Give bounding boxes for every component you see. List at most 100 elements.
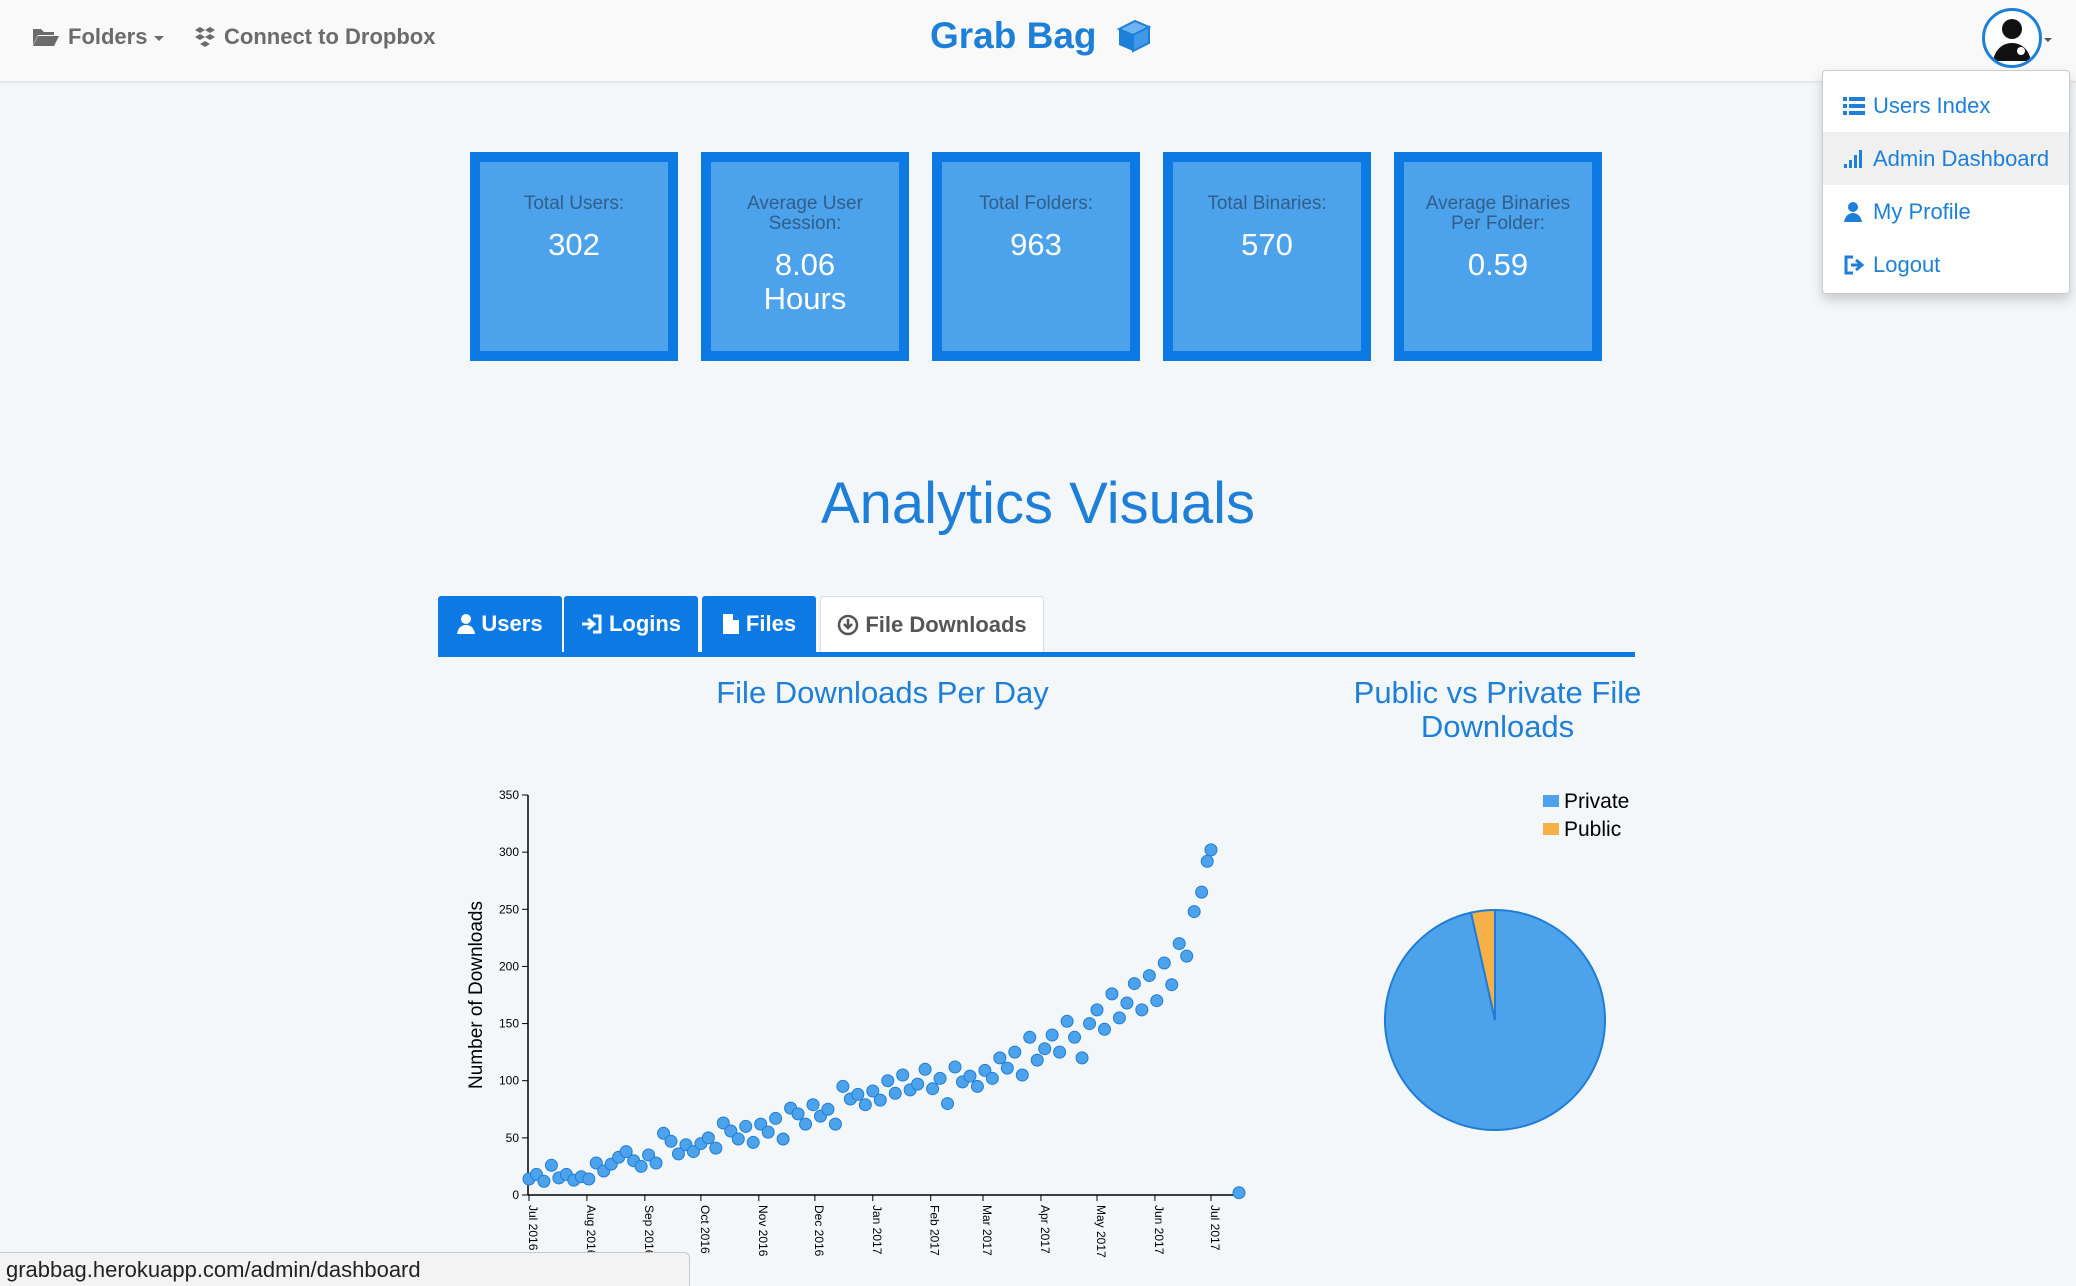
caret-down-icon [2044,38,2052,42]
menu-item-users-index[interactable]: Users Index [1823,79,2069,132]
data-point [948,1060,962,1074]
data-point [799,1117,813,1131]
pie-slice-public [1469,908,1496,1021]
data-point [918,1062,932,1076]
stat-value: 302 [548,227,600,262]
y-tick-label: 300 [499,845,519,859]
data-point [1157,956,1171,970]
folders-label: Folders [68,24,148,49]
data-point [985,1071,999,1085]
stat-total-binaries: Total Binaries: 570 [1163,152,1371,361]
data-point [664,1134,678,1148]
brand-logo[interactable]: Grab Bag [930,14,1153,58]
folders-menu-button[interactable]: Folders [32,20,165,54]
data-point [619,1145,633,1159]
menu-item-logout[interactable]: Logout [1823,238,2069,291]
top-navbar: Folders Connect to Dropbox Grab Bag [0,0,2076,82]
tab-users[interactable]: Users [438,596,562,652]
data-point [1030,1053,1044,1067]
tab-label: Logins [608,611,682,636]
data-point [731,1132,745,1146]
data-point [1165,978,1179,992]
data-point [1180,949,1194,963]
x-tick-label: Jul 2016 [526,1205,540,1251]
data-point [724,1124,738,1138]
legend-swatch [1543,823,1559,835]
menu-item-my-profile[interactable]: My Profile [1823,185,2069,238]
data-point [1105,987,1119,1001]
data-point [709,1141,723,1155]
data-point [701,1131,715,1145]
data-point [858,1098,872,1112]
y-tick-label: 350 [499,788,519,802]
stat-label: Total Users: [523,193,625,214]
data-point [537,1174,551,1188]
data-point [1023,1030,1037,1044]
data-point [1053,1045,1067,1059]
login-icon [581,614,603,634]
tab-label: File Downloads [865,611,1027,637]
data-point [1150,994,1164,1008]
data-point [836,1079,850,1093]
folder-open-icon [32,26,60,48]
data-point [1015,1068,1029,1082]
data-point [978,1063,992,1077]
dropbox-icon [194,26,216,48]
stat-total-users: Total Users: 302 [470,152,678,361]
y-tick-label: 250 [499,902,519,916]
data-point [851,1087,865,1101]
stat-average-binaries-per-folder: Average Binaries Per Folder: 0.59 [1394,152,1602,361]
stat-label: Total Binaries: [1207,193,1327,214]
data-point [821,1102,835,1116]
data-point [761,1125,775,1139]
data-point [671,1147,685,1161]
x-tick-label: Sep 2016 [642,1205,656,1257]
data-point [791,1107,805,1121]
data-point [657,1126,671,1140]
data-point [1075,1051,1089,1065]
data-point [686,1145,700,1159]
data-point [1232,1186,1246,1200]
list-icon [1843,96,1867,116]
y-tick-label: 150 [499,1017,519,1031]
legend-label: Public [1564,818,1621,841]
downloads-scatter-chart: 0 50 100 150 200 250 300 350 Jul 2016 Aug 2016 Sep… [466,788,1246,1258]
data-point [589,1156,603,1170]
browser-status-bar: grabbag.herokuapp.com/admin/dashboard [0,1252,690,1286]
analytics-tabs: Users Logins Files File Downloads [438,596,1635,657]
y-tick-label: 50 [506,1131,520,1145]
x-tick-label: Jun 2017 [1152,1205,1166,1255]
stat-label: Total Folders: [978,193,1094,214]
data-point [1112,1011,1126,1025]
x-tick-label: Dec 2016 [812,1205,826,1257]
user-icon [457,614,476,634]
user-avatar[interactable] [1982,8,2042,68]
data-point [926,1082,940,1096]
menu-item-label: Admin Dashboard [1873,145,2050,171]
data-point [1142,969,1156,983]
stat-label: Average User Session: [747,193,863,234]
data-point [1090,1003,1104,1017]
data-point [1135,1003,1149,1017]
tab-file-downloads[interactable]: File Downloads [820,596,1044,652]
y-tick-label: 200 [499,959,519,973]
x-tick-label: Jul 2017 [1208,1205,1222,1251]
tab-files[interactable]: Files [702,596,816,652]
menu-item-label: My Profile [1873,198,1971,224]
stat-value: 570 [1241,227,1293,262]
legend-label: Private [1564,790,1629,813]
connect-dropbox-link[interactable]: Connect to Dropbox [194,20,435,54]
data-point [1204,843,1218,857]
data-point [642,1148,656,1162]
data-point [888,1086,902,1100]
download-circle-icon [837,614,859,636]
data-point [896,1068,910,1082]
tab-logins[interactable]: Logins [564,596,698,652]
file-icon [722,613,740,635]
data-point [806,1098,820,1112]
data-point [582,1172,596,1186]
data-point [1200,854,1214,868]
data-point [746,1135,760,1149]
menu-item-admin-dashboard[interactable]: Admin Dashboard [1823,132,2069,185]
y-tick-label: 0 [512,1188,519,1202]
